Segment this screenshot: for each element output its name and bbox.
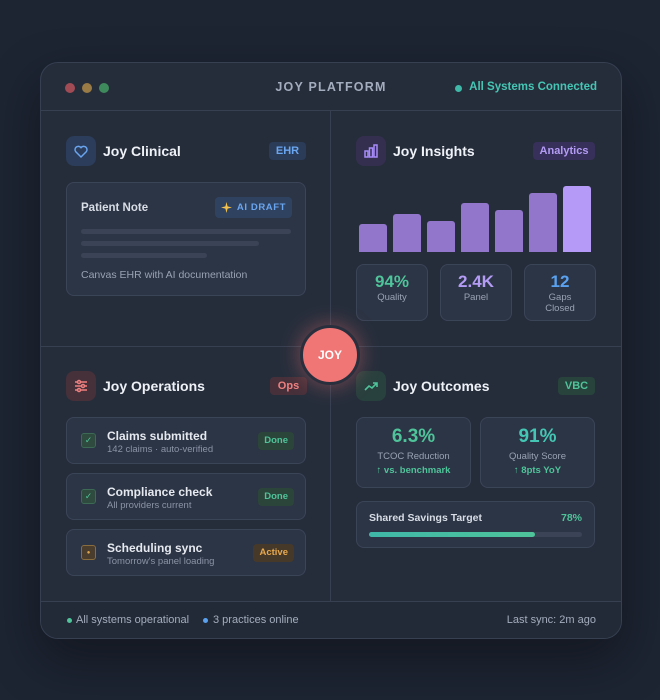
divider: [41, 110, 621, 111]
section-badge: Analytics: [533, 142, 595, 160]
section-title: Joy Operations: [103, 378, 205, 394]
bar-chart: [359, 178, 599, 252]
task-subtitle: All providers current: [107, 500, 192, 511]
ai-badge: AI DRAFT: [215, 197, 292, 218]
savings-value: 78%: [560, 512, 582, 524]
section-title: Joy Clinical: [103, 143, 181, 159]
window-dot: [99, 83, 109, 93]
section-title: Joy Insights: [393, 143, 475, 159]
text-line: [81, 253, 207, 258]
metric-delta: ↑ 8pts YoY: [513, 465, 562, 476]
platform-card: JOY PLATFORM All Systems Connected Joy C…: [40, 62, 622, 639]
stat-value: 12: [550, 272, 570, 291]
stat-label: Gaps Closed: [545, 292, 575, 314]
bar: [563, 186, 591, 252]
window-dot: [82, 83, 92, 93]
metric-label: TCOC Reduction: [377, 451, 450, 462]
bar: [529, 193, 557, 252]
section-badge: VBC: [558, 377, 595, 395]
task-status: Done: [258, 488, 294, 506]
bar: [359, 224, 387, 252]
task-check: ●: [81, 545, 96, 560]
insights-icon: [356, 136, 386, 166]
operations-icon: [66, 371, 96, 401]
note-title: Patient Note: [81, 202, 149, 214]
footer-practices: 3 practices online: [213, 614, 299, 626]
note-caption: Canvas EHR with AI documentation: [81, 269, 248, 281]
status-dot: [455, 85, 462, 92]
stat-panel: 2.4K Panel: [440, 264, 512, 321]
task-check: ✓: [81, 433, 96, 448]
metric-panel: 91% Quality Score ↑ 8pts YoY: [480, 417, 595, 488]
task-check: ✓: [81, 489, 96, 504]
stat-label: Quality: [377, 292, 407, 303]
stat-value: 2.4K: [458, 272, 494, 291]
outcomes-icon: [356, 371, 386, 401]
task-panel: ● Scheduling sync Tomorrow's panel loading…: [66, 529, 306, 576]
bar: [461, 203, 489, 252]
ai-badge-text: AI DRAFT: [236, 202, 287, 213]
section-title: Joy Outcomes: [393, 378, 490, 394]
task-status: Active: [253, 544, 294, 562]
note-panel: Patient Note AI DRAFT Canvas EHR with AI…: [66, 182, 306, 296]
section-badge: EHR: [269, 142, 306, 160]
status-dot: [67, 618, 72, 623]
bar: [393, 214, 421, 252]
status-dot: [203, 618, 208, 623]
stat-panel: 94% Quality: [356, 264, 428, 321]
text-line: [81, 241, 259, 246]
savings-panel: Shared Savings Target 78%: [356, 501, 595, 548]
clinical-icon: [66, 136, 96, 166]
task-subtitle: 142 claims · auto-verified: [107, 444, 214, 455]
progress-fill: [369, 532, 536, 537]
header-title: JOY PLATFORM: [275, 80, 387, 94]
metric-delta: ↑ vs. benchmark: [376, 465, 451, 476]
joy-button[interactable]: JOY: [300, 325, 360, 385]
metric-label: Quality Score: [508, 451, 567, 462]
footer-status: All systems operational: [76, 614, 190, 626]
progress-track: [369, 532, 582, 537]
text-line: [81, 229, 291, 234]
savings-label: Shared Savings Target: [369, 512, 483, 524]
stat-label: Panel: [463, 292, 489, 303]
metric-panel: 6.3% TCOC Reduction ↑ vs. benchmark: [356, 417, 471, 488]
metric-value: 6.3%: [391, 426, 436, 447]
footer-sync: Last sync: 2m ago: [506, 614, 596, 626]
divider: [41, 601, 621, 602]
task-title: Claims submitted: [107, 429, 208, 443]
stat-value: 94%: [374, 272, 410, 291]
window-dot: [65, 83, 75, 93]
metric-value: 91%: [518, 426, 557, 447]
footer: [41, 602, 621, 638]
section-badge: Ops: [270, 377, 307, 395]
task-panel: ✓ Claims submitted 142 claims · auto-verif…: [66, 417, 306, 464]
bar: [495, 210, 523, 252]
task-title: Compliance check: [107, 485, 213, 499]
stat-panel: 12 Gaps Closed: [524, 264, 596, 321]
bar: [427, 221, 455, 252]
task-subtitle: Tomorrow's panel loading: [107, 556, 215, 567]
task-title: Scheduling sync: [107, 541, 203, 555]
header-status: All Systems Connected: [469, 81, 597, 93]
task-status: Done: [258, 432, 294, 450]
task-panel: ✓ Compliance check All providers current Do…: [66, 473, 306, 520]
